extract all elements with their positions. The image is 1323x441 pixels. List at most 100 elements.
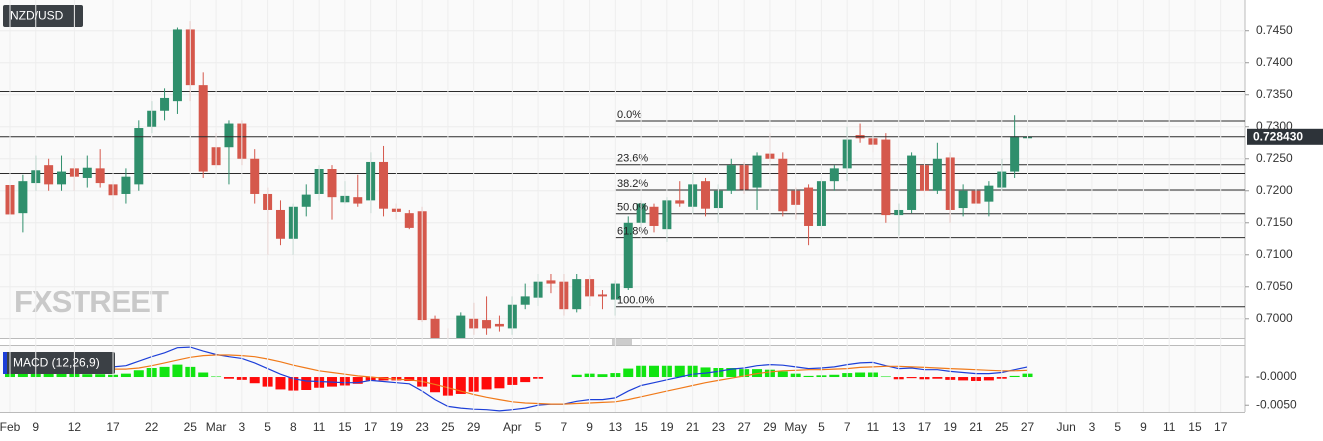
histogram-bar [95, 374, 106, 378]
x-tick-label: 23 [415, 420, 429, 434]
x-tick-label: 13 [609, 420, 623, 434]
histogram-bar [494, 377, 505, 389]
x-tick-label: 5 [1114, 420, 1121, 434]
x-tick-label: 12 [68, 420, 82, 434]
histogram-bar [481, 377, 492, 390]
last-price-box [1247, 128, 1323, 145]
y-tick-label: 0.7050 [1256, 279, 1293, 293]
y-tick-label: 0.7250 [1256, 151, 1293, 165]
x-tick-label: May [784, 420, 807, 434]
histogram-bar [223, 377, 234, 379]
x-tick-label: Feb [0, 420, 21, 434]
candle-body [327, 169, 337, 198]
histogram-bar [571, 374, 582, 378]
histogram-bar [1009, 375, 1020, 378]
x-tick-label: 9 [32, 420, 39, 434]
x-tick-label: Mar [206, 420, 227, 434]
histogram-bar [404, 377, 415, 381]
x-tick-label: 25 [184, 420, 198, 434]
watermark: FXSTREET [14, 284, 169, 319]
histogram-bar [803, 375, 814, 378]
x-tick-label: 21 [969, 420, 983, 434]
candle-body [520, 296, 530, 305]
x-tick-label: 17 [364, 420, 378, 434]
x-tick-label: 5 [535, 420, 542, 434]
candle-body [250, 158, 260, 194]
histogram-bar [906, 377, 917, 379]
histogram-bar [352, 377, 363, 384]
macd-panel [0, 346, 1245, 412]
candle-body [404, 213, 414, 228]
x-tick-label: 3 [238, 420, 245, 434]
x-tick-label: 11 [867, 420, 880, 434]
macd-line [10, 346, 1028, 412]
candle-body [881, 139, 891, 216]
x-tick-label: Jun [1056, 420, 1075, 434]
candle-body [301, 194, 311, 207]
last-price-label: 0.728430 [1253, 129, 1303, 143]
histogram-bar [855, 372, 866, 378]
y-tick-label: 0.7300 [1256, 119, 1293, 133]
candle-body [572, 279, 582, 310]
x-tick-label: 7 [844, 420, 851, 434]
histogram-bar [198, 372, 209, 378]
candle-body [482, 320, 492, 329]
candle-body [160, 97, 170, 111]
histogram-bar [17, 373, 28, 378]
indicator-marker [3, 352, 7, 374]
y-tick-label: 0.7400 [1256, 55, 1293, 69]
candle-body [597, 294, 607, 297]
x-tick-label: 19 [390, 420, 404, 434]
x-tick-label: 27 [737, 420, 751, 434]
histogram-bar [674, 365, 685, 378]
symbol-title: NZD/USD [10, 9, 64, 23]
x-tick-label: 22 [145, 420, 159, 434]
indicator-title: MACD (12,26,9) [13, 356, 100, 370]
y-tick-label: -0.0000 [1256, 369, 1297, 383]
histogram-bar [777, 371, 788, 378]
x-tick-label: 13 [892, 420, 906, 434]
x-tick-label: 19 [944, 420, 958, 434]
y-tick-label: 0.7100 [1256, 247, 1293, 261]
macd-line [10, 354, 1028, 405]
histogram-bar [455, 377, 466, 394]
candle-body [353, 197, 363, 204]
x-tick-label: 29 [763, 420, 777, 434]
candle-body [172, 29, 182, 102]
histogram-bar [700, 367, 711, 378]
candle-body [984, 185, 994, 202]
x-tick-label: 17 [106, 420, 120, 434]
histogram-bar [43, 373, 54, 378]
y-tick-label: 0.7200 [1256, 183, 1293, 197]
histogram-bar [597, 374, 608, 378]
histogram-bar [120, 373, 131, 378]
candle-body [379, 161, 389, 209]
candle-body [804, 187, 814, 226]
x-tick-label: 15 [634, 420, 648, 434]
x-tick-label: 23 [712, 420, 726, 434]
histogram-bar [249, 377, 260, 384]
candle-body [546, 280, 556, 284]
x-tick-label: 25 [441, 420, 455, 434]
candle-body [623, 222, 633, 289]
x-tick-label: 7 [560, 420, 567, 434]
y-tick-label: 0.7450 [1256, 23, 1293, 37]
fibonacci-label: 38.2% [617, 178, 648, 190]
candle-body [701, 181, 711, 209]
candle-body [752, 155, 762, 188]
histogram-bar [829, 374, 840, 378]
x-tick-label: 9 [1140, 420, 1147, 434]
y-tick-label: -0.0050 [1256, 397, 1297, 411]
candle-body [95, 168, 105, 184]
x-tick-label: 11 [1163, 420, 1176, 434]
x-tick-label: 15 [338, 420, 352, 434]
candle-body [224, 123, 234, 148]
x-tick-label: 5 [264, 420, 271, 434]
overlay-layer: 0.0% 23.6% 38.2% 50.0% 61.8% 100.0% 0.728430 [617, 109, 1323, 307]
y-tick-label: 0.7000 [1256, 311, 1293, 325]
candle-body [57, 171, 67, 185]
x-tick-label: 17 [918, 420, 932, 434]
candle-body [198, 85, 208, 172]
x-tick-label: 19 [660, 420, 674, 434]
